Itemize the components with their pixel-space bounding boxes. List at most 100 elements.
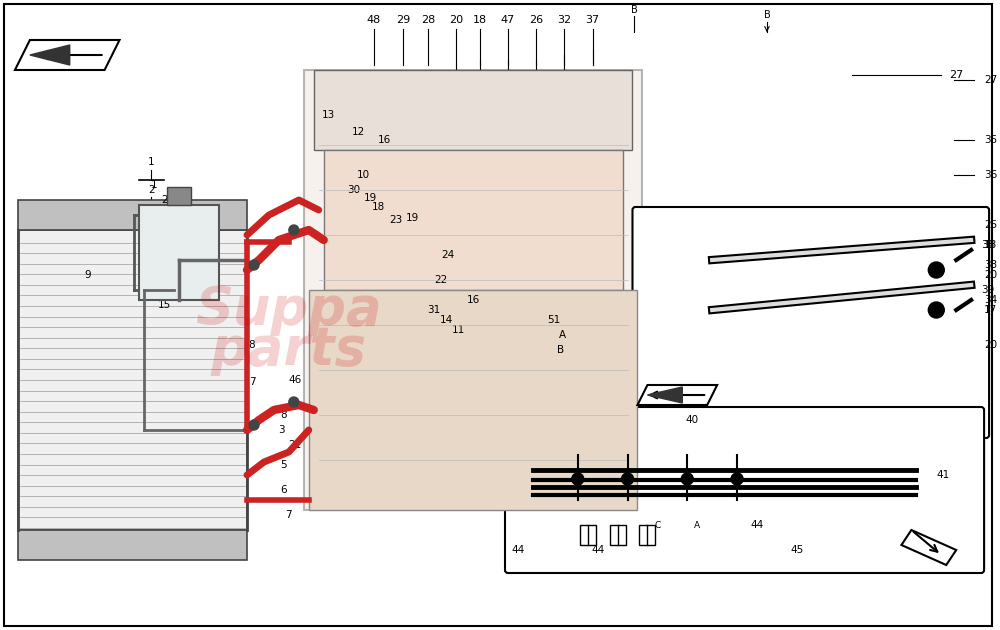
- Polygon shape: [15, 40, 120, 70]
- Circle shape: [731, 473, 743, 485]
- Bar: [879, 307, 913, 338]
- Text: 18: 18: [372, 202, 385, 212]
- Bar: [899, 415, 938, 445]
- Text: 28: 28: [421, 15, 435, 25]
- Text: 33: 33: [984, 260, 997, 270]
- Bar: [167, 187, 191, 205]
- Bar: [743, 307, 777, 338]
- FancyBboxPatch shape: [632, 207, 989, 438]
- Bar: [845, 277, 879, 307]
- Text: 16: 16: [378, 135, 391, 145]
- Text: 14: 14: [440, 315, 453, 325]
- Text: 29: 29: [396, 15, 411, 25]
- Text: 18: 18: [473, 15, 487, 25]
- Polygon shape: [901, 530, 956, 565]
- Text: 47: 47: [501, 15, 515, 25]
- Bar: [745, 535, 783, 565]
- Text: B: B: [557, 345, 564, 355]
- Text: 46: 46: [288, 375, 301, 385]
- Bar: [640, 277, 675, 307]
- Text: 2: 2: [148, 185, 155, 195]
- Bar: [667, 535, 706, 565]
- Polygon shape: [647, 387, 682, 403]
- Text: 34: 34: [984, 295, 997, 305]
- Bar: [777, 338, 811, 369]
- Bar: [913, 277, 947, 307]
- Bar: [845, 338, 879, 369]
- Text: 20: 20: [984, 340, 997, 350]
- Bar: [947, 369, 981, 399]
- Circle shape: [249, 420, 259, 430]
- Bar: [938, 445, 976, 475]
- Text: 9: 9: [84, 270, 91, 280]
- Bar: [822, 415, 860, 445]
- Text: 35: 35: [984, 135, 997, 145]
- Circle shape: [928, 302, 944, 318]
- Text: 22: 22: [435, 275, 448, 285]
- Bar: [879, 246, 913, 277]
- Bar: [590, 535, 629, 565]
- Bar: [783, 445, 822, 475]
- Bar: [552, 505, 590, 535]
- Text: A: A: [694, 520, 700, 529]
- Text: 44: 44: [750, 520, 764, 530]
- Bar: [745, 415, 783, 445]
- Text: 7: 7: [249, 377, 255, 387]
- Bar: [938, 505, 976, 535]
- Circle shape: [249, 260, 259, 270]
- Bar: [777, 399, 811, 430]
- Text: 16: 16: [466, 295, 480, 305]
- Text: 5: 5: [281, 460, 287, 470]
- Text: parts: parts: [211, 324, 367, 376]
- Text: 8: 8: [281, 410, 287, 420]
- Circle shape: [572, 473, 584, 485]
- Bar: [590, 415, 629, 445]
- Bar: [552, 445, 590, 475]
- Circle shape: [289, 397, 299, 407]
- Circle shape: [681, 473, 693, 485]
- Text: 44: 44: [511, 545, 525, 555]
- Bar: [845, 215, 879, 246]
- Text: 31: 31: [427, 305, 440, 315]
- Text: B: B: [631, 5, 638, 15]
- Bar: [745, 475, 783, 505]
- Text: 39: 39: [981, 285, 994, 295]
- Bar: [314, 70, 632, 150]
- Bar: [675, 369, 709, 399]
- Text: B: B: [614, 536, 621, 544]
- Text: 27: 27: [984, 75, 997, 85]
- Bar: [913, 215, 947, 246]
- Bar: [709, 215, 743, 246]
- Bar: [590, 475, 629, 505]
- Polygon shape: [30, 45, 70, 65]
- Text: 13: 13: [322, 110, 335, 120]
- Text: 6: 6: [281, 485, 287, 495]
- Bar: [513, 415, 552, 445]
- Text: 10: 10: [357, 170, 370, 180]
- Text: GDX: GDX: [936, 442, 961, 452]
- Bar: [899, 535, 938, 565]
- Bar: [811, 369, 845, 399]
- Text: B: B: [764, 10, 770, 20]
- Text: 11: 11: [452, 325, 465, 335]
- Text: 51: 51: [547, 315, 560, 325]
- Bar: [913, 338, 947, 369]
- Text: 20: 20: [449, 15, 463, 25]
- Text: 32: 32: [557, 15, 571, 25]
- Bar: [947, 246, 981, 277]
- Text: A: A: [559, 330, 566, 340]
- Bar: [580, 525, 596, 545]
- Text: 48: 48: [366, 15, 381, 25]
- Circle shape: [622, 473, 633, 485]
- Bar: [811, 246, 845, 277]
- Text: 19: 19: [406, 213, 419, 223]
- Bar: [675, 246, 709, 277]
- Bar: [18, 200, 247, 230]
- Text: 45: 45: [790, 545, 803, 555]
- Text: 44: 44: [591, 545, 604, 555]
- Bar: [139, 205, 219, 300]
- Bar: [709, 277, 743, 307]
- Bar: [324, 150, 623, 290]
- Text: 36: 36: [984, 170, 997, 180]
- Text: 20: 20: [984, 270, 997, 280]
